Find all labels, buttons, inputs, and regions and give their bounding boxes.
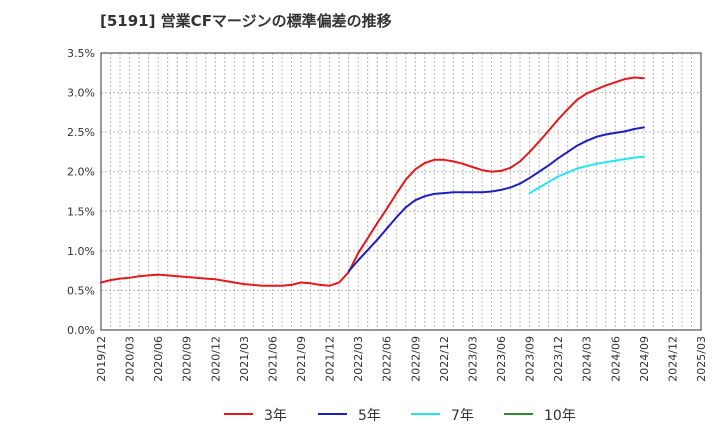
y-axis: 0.0% 0.5% 1.0% 1.5% 2.0% 2.5% 3.0% 3.5% [67,47,95,337]
series-line-7年 [528,155,645,195]
x-tick-label: 2019/12 [95,336,108,382]
plot-frame [100,52,702,331]
x-tick-label: 2020/09 [181,336,194,382]
gridlines [100,53,702,330]
x-tick-label: 2020/03 [124,336,137,382]
x-tick-label: 2023/03 [466,336,479,382]
x-tick-label: 2024/06 [609,336,622,382]
series-lines [100,76,645,287]
x-tick-label: 2022/09 [409,336,422,382]
x-tick-label: 2022/06 [381,336,394,382]
y-tick-label: 3.0% [67,87,95,100]
x-tick-label: 2024/12 [666,336,679,382]
x-tick-label: 2022/12 [438,336,451,382]
series-line-5年 [347,126,645,273]
x-tick-label: 2021/12 [324,336,337,382]
x-tick-label: 2021/09 [295,336,308,382]
x-tick-label: 2023/06 [495,336,508,382]
x-tick-label: 2023/09 [524,336,537,382]
x-tick-label: 2025/03 [695,336,708,382]
legend: 3年 5年 7年 10年 [224,408,576,424]
chart-title: [5191] 営業CFマージンの標準偏差の推移 [100,12,392,30]
x-tick-label: 2020/06 [152,336,165,382]
legend-label: 5年 [358,408,381,424]
x-tick-label: 2023/12 [552,336,565,382]
x-tick-label: 2020/12 [209,336,222,382]
legend-label: 7年 [451,408,474,424]
y-tick-label: 2.5% [67,126,95,139]
x-tick-label: 2021/06 [266,336,279,382]
series-line-3年 [100,76,645,287]
y-tick-label: 3.5% [67,47,95,60]
y-tick-label: 1.5% [67,205,95,218]
y-tick-label: 2.0% [67,166,95,179]
legend-label: 3年 [264,408,287,424]
x-tick-label: 2022/03 [352,336,365,382]
x-tick-label: 2024/09 [638,336,651,382]
x-tick-label: 2021/03 [238,336,251,382]
y-tick-label: 0.5% [67,284,95,297]
y-tick-label: 0.0% [67,324,95,337]
legend-label: 10年 [544,408,576,424]
x-axis: 2019/12 2020/03 2020/06 2020/09 2020/12 2021/… [95,336,708,382]
x-tick-label: 2024/03 [581,336,594,382]
y-tick-label: 1.0% [67,245,95,258]
